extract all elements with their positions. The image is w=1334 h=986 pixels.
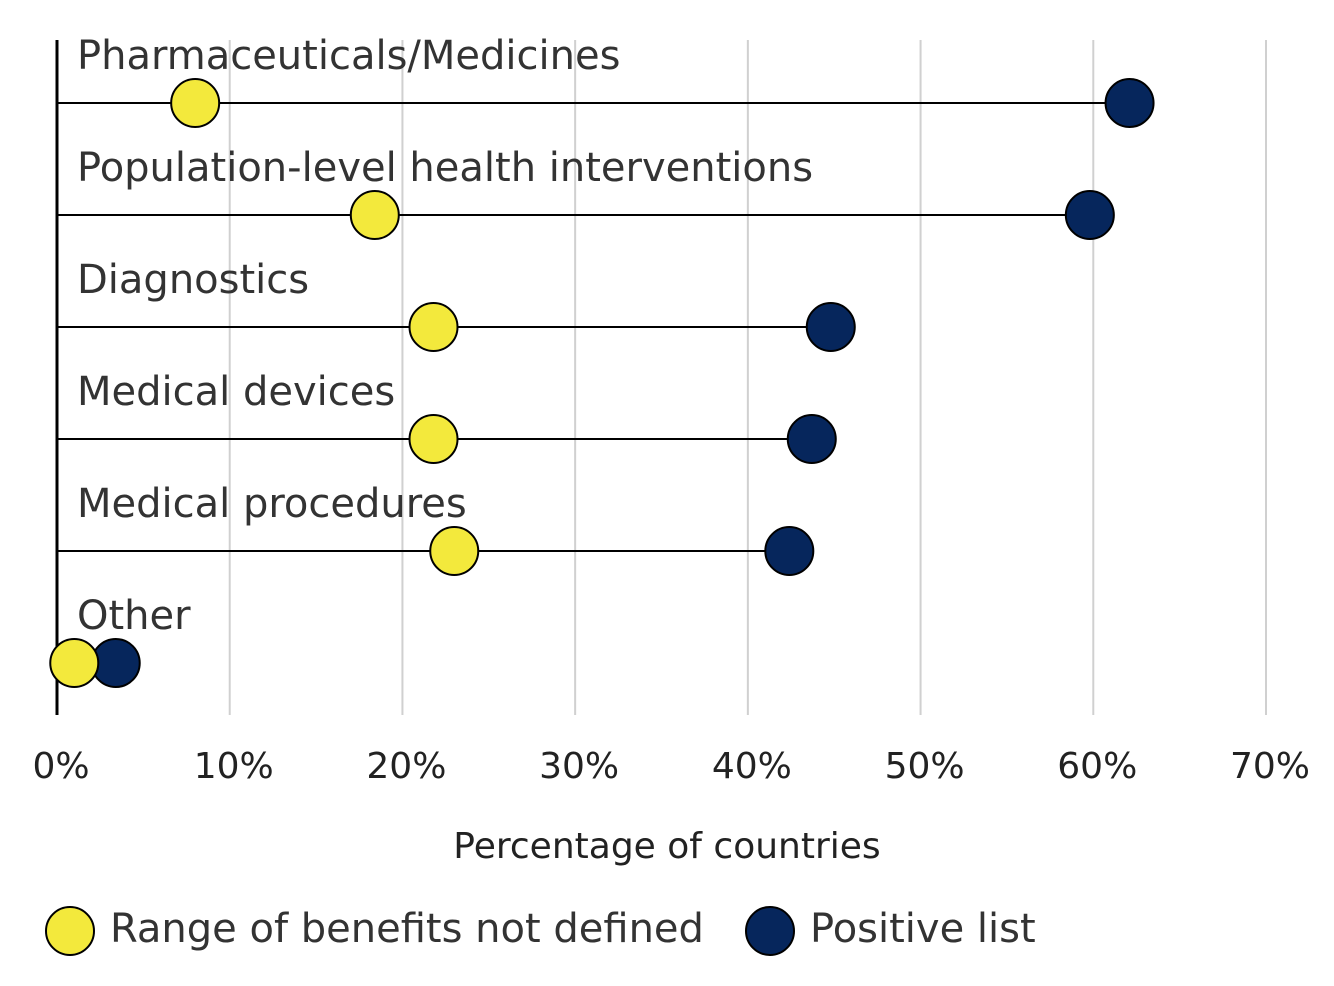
x-tick-label: 30% bbox=[539, 746, 619, 787]
dot bbox=[408, 414, 459, 464]
category-label: Pharmaceuticals/Medicines bbox=[77, 33, 620, 79]
dot bbox=[1064, 190, 1115, 240]
dot bbox=[429, 526, 480, 576]
dot bbox=[49, 638, 100, 688]
dot bbox=[786, 414, 837, 464]
dot bbox=[805, 302, 856, 352]
x-tick-label: 0% bbox=[32, 746, 89, 787]
x-tick-label: 10% bbox=[194, 746, 274, 787]
dot bbox=[764, 526, 815, 576]
dot bbox=[349, 190, 400, 240]
category-label: Medical procedures bbox=[77, 481, 467, 527]
x-tick-label: 60% bbox=[1057, 746, 1137, 787]
category-label: Medical devices bbox=[77, 369, 395, 415]
x-tick-label: 50% bbox=[885, 746, 965, 787]
legend-swatch bbox=[45, 906, 95, 956]
x-tick-label: 70% bbox=[1230, 746, 1310, 787]
category-label: Diagnostics bbox=[77, 257, 309, 303]
x-tick-label: 40% bbox=[712, 746, 792, 787]
dot bbox=[1104, 78, 1155, 128]
legend-label: Positive list bbox=[810, 906, 1036, 952]
legend-swatch bbox=[745, 906, 795, 956]
legend-label: Range of benefits not defined bbox=[110, 906, 704, 952]
x-axis-title: Percentage of countries bbox=[453, 826, 880, 867]
category-label: Other bbox=[77, 593, 191, 639]
dot bbox=[170, 78, 221, 128]
category-label: Population-level health interventions bbox=[77, 145, 813, 191]
x-tick-label: 20% bbox=[366, 746, 446, 787]
dot bbox=[408, 302, 459, 352]
